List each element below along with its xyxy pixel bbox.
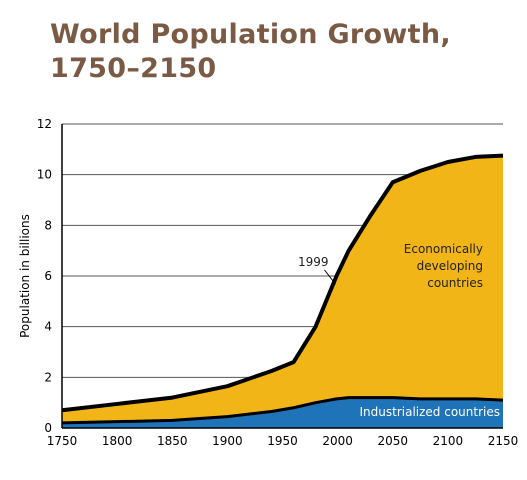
y-tick-label: 12 xyxy=(37,117,52,131)
axis-layer: 0 2 4 6 8 10 12 1750 1800 1850 1900 1950 2000 2050 210… xyxy=(37,117,519,448)
x-tick-label: 2150 xyxy=(488,434,519,448)
y-tick-label: 0 xyxy=(44,421,52,435)
developing-label-line3: countries xyxy=(427,276,483,290)
x-tick-label: 1950 xyxy=(267,434,298,448)
x-tick-label: 2000 xyxy=(322,434,353,448)
label-layer: Population in billions 1999 Economically… xyxy=(18,214,500,419)
y-axis-label: Population in billions xyxy=(18,214,32,338)
developing-label-line2: developing xyxy=(417,259,483,273)
developing-countries-area xyxy=(62,155,503,423)
area-layer xyxy=(61,153,504,428)
x-tick-label: 1750 xyxy=(47,434,78,448)
x-tick-label: 1900 xyxy=(212,434,243,448)
chart-title-line1: World Population Growth, xyxy=(50,19,451,50)
industrialized-boundary-line xyxy=(61,396,504,425)
annotation-1999-leader xyxy=(324,269,336,285)
industrialized-label: Industrialized countries xyxy=(360,405,500,419)
x-tick-label: 2050 xyxy=(377,434,408,448)
x-tick-label: 2100 xyxy=(433,434,464,448)
y-tick-label: 2 xyxy=(44,370,52,384)
annotation-1999: 1999 xyxy=(298,255,329,269)
developing-label-line1: Economically xyxy=(404,242,483,256)
y-tick-label: 10 xyxy=(37,168,52,182)
y-tick-label: 8 xyxy=(44,218,52,232)
chart-title: World Population Growth, 1750–2150 xyxy=(50,18,451,86)
y-tick-label: 6 xyxy=(44,269,52,283)
chart-title-line2: 1750–2150 xyxy=(50,53,217,84)
x-tick-label: 1800 xyxy=(102,434,133,448)
total-population-line xyxy=(61,153,504,413)
y-tick-label: 4 xyxy=(44,320,52,334)
x-tick-label: 1850 xyxy=(157,434,188,448)
